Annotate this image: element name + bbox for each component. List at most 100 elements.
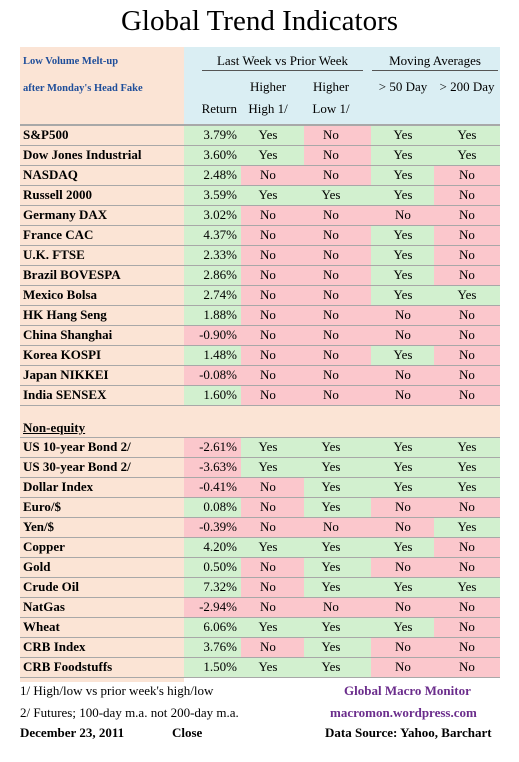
row-label: NASDAQ xyxy=(23,167,78,182)
ma200-cell: No xyxy=(459,167,475,182)
hl-cell-bg xyxy=(304,205,371,225)
higher-low-cell: Yes xyxy=(321,579,341,594)
ma200-cell: No xyxy=(459,207,475,222)
m50-cell-bg xyxy=(371,125,434,145)
ma200-cell: Yes xyxy=(457,439,477,454)
higher-low-cell: Yes xyxy=(321,639,341,654)
hh-cell-bg xyxy=(241,437,304,457)
higher-high-cell: No xyxy=(260,559,276,574)
higher-high-cell: No xyxy=(260,227,276,242)
ma200-cell: No xyxy=(459,539,475,554)
higher-low-cell: Yes xyxy=(321,499,341,514)
ret-cell-bg xyxy=(184,537,241,557)
ma200-cell: Yes xyxy=(457,287,477,302)
ma200-cell: Yes xyxy=(457,519,477,534)
ret-cell-bg xyxy=(184,185,241,205)
hh-cell-bg xyxy=(241,517,304,537)
ma200-cell: Yes xyxy=(457,479,477,494)
return-cell: 3.76% xyxy=(203,639,237,654)
hh-cell-bg xyxy=(241,165,304,185)
ma200-cell: No xyxy=(459,267,475,282)
m200-cell-bg xyxy=(434,577,500,597)
return-cell: 3.02% xyxy=(203,207,237,222)
m50-cell-bg xyxy=(371,145,434,165)
return-cell: -0.39% xyxy=(199,519,237,534)
ma50-cell: Yes xyxy=(393,227,413,242)
m50-cell-bg xyxy=(371,205,434,225)
hl-cell-bg xyxy=(304,125,371,145)
row-label: Yen/$ xyxy=(23,519,55,534)
higher-low-cell: No xyxy=(323,307,339,322)
ret-cell-bg xyxy=(184,225,241,245)
return-cell: 3.60% xyxy=(203,147,237,162)
row-divider xyxy=(20,597,500,598)
higher-low-cell: No xyxy=(323,387,339,402)
group1-underline xyxy=(202,70,363,71)
row-divider xyxy=(20,285,500,286)
subtitle-line1: Low Volume Melt-up xyxy=(23,56,119,67)
return-cell: 2.74% xyxy=(203,287,237,302)
hl-cell-bg xyxy=(304,185,371,205)
close-label: Close xyxy=(172,725,203,740)
nonequity-section-label: Non-equity xyxy=(23,420,86,435)
higher-high-cell: Yes xyxy=(258,659,278,674)
row-divider xyxy=(20,205,500,206)
ma50-cell: Yes xyxy=(393,479,413,494)
ma50-cell: Yes xyxy=(393,287,413,302)
ma50-cell: Yes xyxy=(393,579,413,594)
m200-cell-bg xyxy=(434,225,500,245)
higher-high-cell: No xyxy=(260,327,276,342)
ret-cell-bg xyxy=(184,385,241,405)
ret-cell-bg xyxy=(184,245,241,265)
ma200-cell: No xyxy=(459,559,475,574)
group2-underline xyxy=(372,70,498,71)
ma200-cell: No xyxy=(459,327,475,342)
m200-cell-bg xyxy=(434,497,500,517)
m200-cell-bg xyxy=(434,657,500,677)
ma200-cell: No xyxy=(459,367,475,382)
return-cell: -0.41% xyxy=(199,479,237,494)
higher-high-cell: No xyxy=(260,639,276,654)
ret-cell-bg xyxy=(184,125,241,145)
row-divider xyxy=(20,537,500,538)
higher-high-cell: No xyxy=(260,307,276,322)
row-divider xyxy=(20,497,500,498)
hl-cell-bg xyxy=(304,457,371,477)
hl-cell-bg xyxy=(304,225,371,245)
row-divider xyxy=(20,617,500,618)
m200-cell-bg xyxy=(434,557,500,577)
ret-cell-bg xyxy=(184,205,241,225)
higher-high-cell: No xyxy=(260,167,276,182)
hh-cell-bg xyxy=(241,577,304,597)
higher-high-cell: No xyxy=(260,207,276,222)
m50-cell-bg xyxy=(371,437,434,457)
subtitle-line2: after Monday's Head Fake xyxy=(23,83,143,94)
higher-high-cell: Yes xyxy=(258,459,278,474)
m50-cell-bg xyxy=(371,325,434,345)
row-divider xyxy=(20,345,500,346)
higher-low-cell: No xyxy=(323,127,339,142)
m50-cell-bg xyxy=(371,597,434,617)
row-label: CRB Foodstuffs xyxy=(23,659,113,674)
ret-cell-bg xyxy=(184,325,241,345)
higher-low-cell: No xyxy=(323,327,339,342)
higher-low-cell: Yes xyxy=(321,619,341,634)
m50-cell-bg xyxy=(371,305,434,325)
m50-cell-bg xyxy=(371,517,434,537)
return-cell: -3.63% xyxy=(199,459,237,474)
row-divider xyxy=(20,185,500,186)
higher-high-cell: Yes xyxy=(258,187,278,202)
higher-low-cell: No xyxy=(323,367,339,382)
ma50-cell: No xyxy=(395,659,411,674)
ma50-cell: No xyxy=(395,387,411,402)
ret-cell-bg xyxy=(184,437,241,457)
section-end-divider xyxy=(20,677,500,678)
hh-cell-bg xyxy=(241,365,304,385)
hh-cell-bg xyxy=(241,265,304,285)
higher-low-cell: No xyxy=(323,247,339,262)
row-label: U.K. FTSE xyxy=(23,247,85,262)
hl-cell-bg xyxy=(304,497,371,517)
ret-cell-bg xyxy=(184,497,241,517)
row-divider xyxy=(20,577,500,578)
return-cell: -2.61% xyxy=(199,439,237,454)
